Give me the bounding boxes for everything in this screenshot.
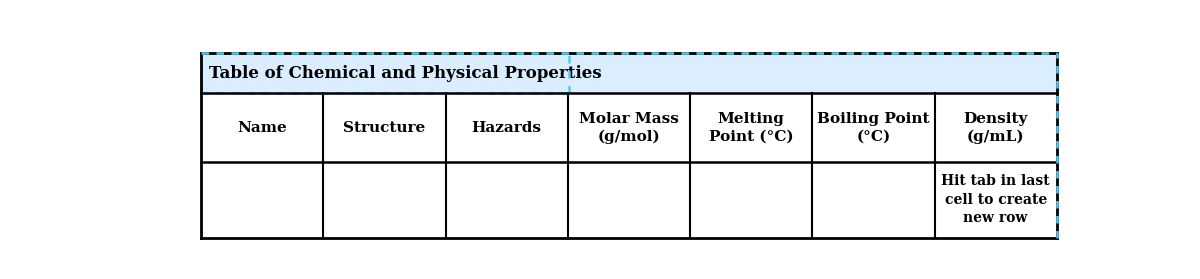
Text: Hit tab in last
cell to create
new row: Hit tab in last cell to create new row: [941, 174, 1050, 225]
Text: Table of Chemical and Physical Properties: Table of Chemical and Physical Propertie…: [209, 65, 601, 82]
FancyBboxPatch shape: [202, 53, 1057, 93]
Text: Melting
Point (°C): Melting Point (°C): [709, 112, 793, 143]
Text: Boiling Point
(°C): Boiling Point (°C): [817, 112, 930, 143]
Text: Density
(g/mL): Density (g/mL): [964, 112, 1028, 143]
Text: Molar Mass
(g/mol): Molar Mass (g/mol): [580, 112, 679, 143]
Text: Structure: Structure: [343, 121, 426, 135]
Text: Hazards: Hazards: [472, 121, 541, 135]
Text: Name: Name: [238, 121, 287, 135]
